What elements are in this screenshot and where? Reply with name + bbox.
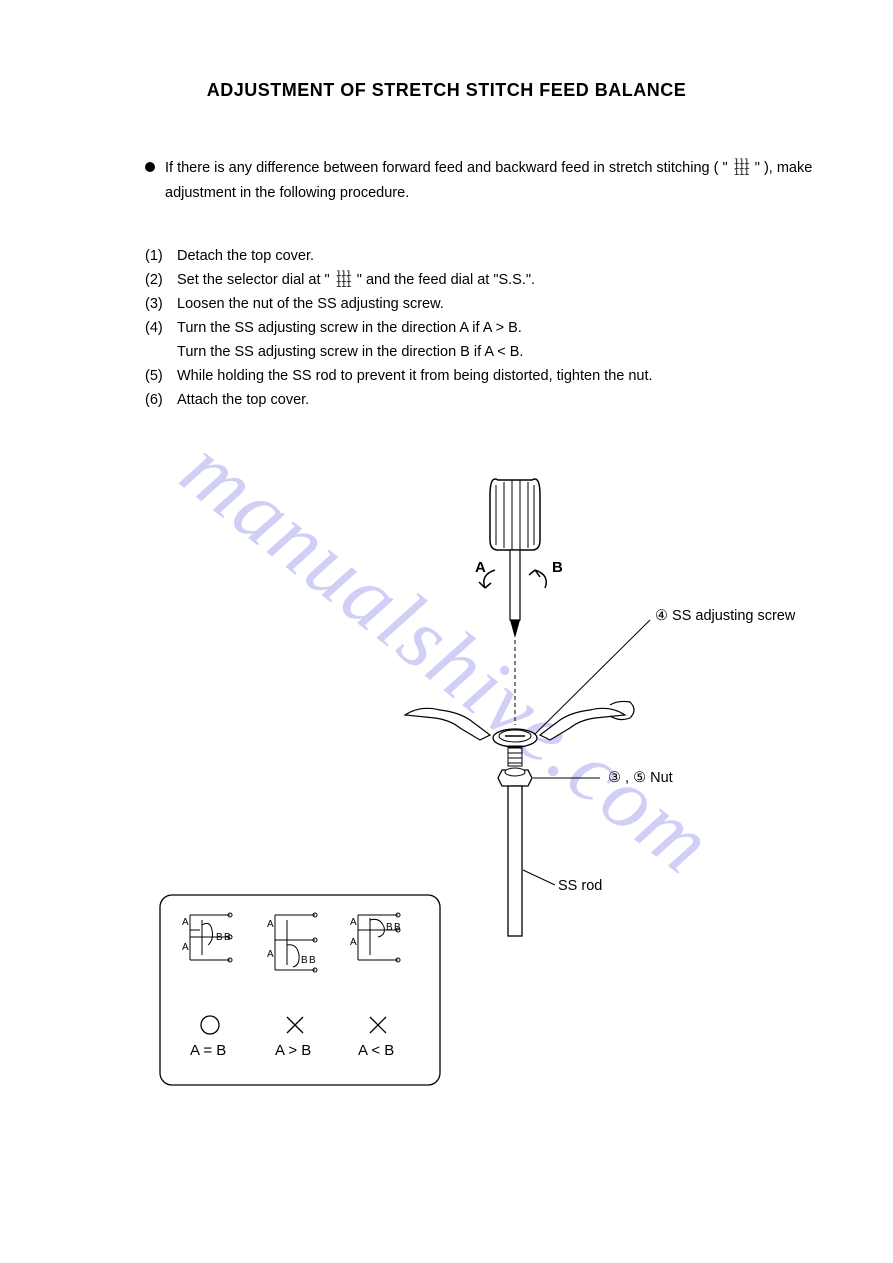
steps-list: (1) Detach the top cover. (2) Set the se…: [145, 245, 848, 412]
step-item: (5) While holding the SS rod to prevent …: [145, 365, 848, 389]
step-text: Loosen the nut of the SS adjusting screw…: [177, 293, 848, 317]
intro-pre: If there is any difference between forwa…: [165, 160, 728, 176]
stitch-pattern-icon: ııııııııı: [336, 271, 351, 288]
svg-text:B: B: [394, 922, 401, 933]
label-lt: A < B: [358, 1042, 394, 1059]
bullet-icon: [145, 162, 155, 172]
screwdriver-icon: [490, 479, 540, 638]
step-item: (3) Loosen the nut of the SS adjusting s…: [145, 293, 848, 317]
step-number: (6): [145, 389, 177, 413]
svg-text:A: A: [267, 949, 274, 960]
stitch-pattern-icon: ııı ııı ııı: [734, 159, 749, 176]
step-number: (4): [145, 317, 177, 365]
comparison-box: A A BB A A BB A A BB: [160, 895, 440, 1085]
step-text: Turn the SS adjusting screw in the direc…: [177, 317, 848, 365]
svg-text:A: A: [267, 919, 274, 930]
step-item: (6) Attach the top cover.: [145, 389, 848, 413]
step-number: (2): [145, 269, 177, 293]
step-number: (3): [145, 293, 177, 317]
step-item: (1) Detach the top cover.: [145, 245, 848, 269]
step-item: (2) Set the selector dial at " ııııııııı…: [145, 269, 848, 293]
step-number: (5): [145, 365, 177, 389]
svg-text:B: B: [216, 932, 223, 943]
label-nut: ③ , ⑤ Nut: [608, 770, 673, 786]
step-text: Detach the top cover.: [177, 245, 848, 269]
intro-paragraph: If there is any difference between forwa…: [145, 156, 848, 205]
step-text: While holding the SS rod to prevent it f…: [177, 365, 848, 389]
label-ss-screw: ④ SS adjusting screw: [655, 608, 796, 624]
svg-text:A: A: [350, 917, 357, 928]
svg-text:B: B: [309, 955, 316, 966]
label-gt: A > B: [275, 1042, 311, 1059]
svg-text:B: B: [224, 932, 231, 943]
wrench-left-icon: [405, 708, 490, 740]
step-number: (1): [145, 245, 177, 269]
label-ss-rod: SS rod: [558, 878, 602, 894]
svg-text:A: A: [182, 917, 189, 928]
svg-text:B: B: [386, 922, 393, 933]
step-text: Set the selector dial at " ııııııııı " a…: [177, 269, 848, 293]
label-eq: A = B: [190, 1042, 226, 1059]
nut-icon: [498, 768, 532, 786]
label-a: A: [475, 559, 486, 576]
technical-diagram: A B ④ SS adjusting screw ③ , ⑤ Nut SS ro…: [140, 420, 860, 1120]
step-text: Attach the top cover.: [177, 389, 848, 413]
label-b: B: [552, 559, 563, 576]
ss-rod-icon: [508, 786, 522, 936]
svg-text:A: A: [182, 942, 189, 953]
step-item: (4) Turn the SS adjusting screw in the d…: [145, 317, 848, 365]
wrench-right-icon: [540, 701, 634, 740]
svg-text:A: A: [350, 937, 357, 948]
ss-screw-icon: [493, 729, 537, 766]
page-title: ADJUSTMENT OF STRETCH STITCH FEED BALANC…: [45, 80, 848, 101]
svg-text:B: B: [301, 955, 308, 966]
